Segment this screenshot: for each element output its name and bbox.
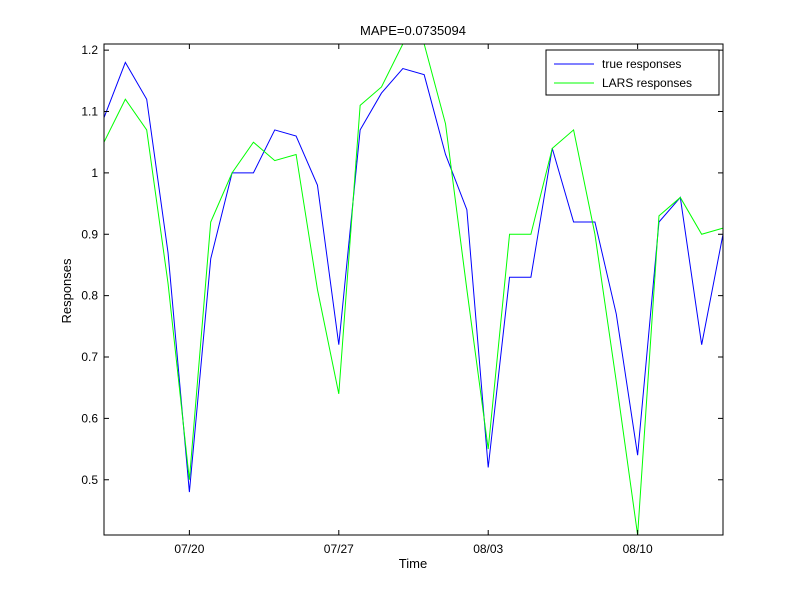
x-tick-label: 08/10: [623, 542, 653, 556]
x-tick-label: 07/27: [324, 542, 354, 556]
series-line-true-responses: [103, 61, 724, 493]
y-tick-label: 1.2: [81, 43, 98, 57]
y-tick-label: 0.6: [81, 411, 98, 425]
y-axis-label: Responses: [59, 258, 74, 324]
legend-box: [545, 49, 720, 96]
axes-box: [103, 43, 724, 536]
chart-title: MAPE=0.0735094: [360, 23, 466, 38]
legend-label-true-responses: true responses: [602, 57, 681, 71]
y-tick-label: 0.9: [81, 227, 98, 241]
y-tick-label: 0.5: [81, 473, 98, 487]
x-tick-label: 07/20: [174, 542, 204, 556]
y-tick-label: 0.8: [81, 289, 98, 303]
x-tick-label: 08/03: [473, 542, 503, 556]
x-axis-label: Time: [399, 556, 427, 571]
legend: true responses LARS responses: [545, 49, 720, 96]
axes: 0.5 0.6 0.7 0.8 0.9 1 1.1 1.2 07/20 07/27 08/03 08/…: [81, 43, 724, 556]
y-tick-label: 1.1: [81, 105, 98, 119]
plot-area: [103, 43, 724, 536]
y-tick-label: 1: [91, 166, 98, 180]
y-tick-label: 0.7: [81, 350, 98, 364]
series-line-lars-responses: [103, 43, 724, 536]
legend-label-lars-responses: LARS responses: [602, 76, 692, 90]
